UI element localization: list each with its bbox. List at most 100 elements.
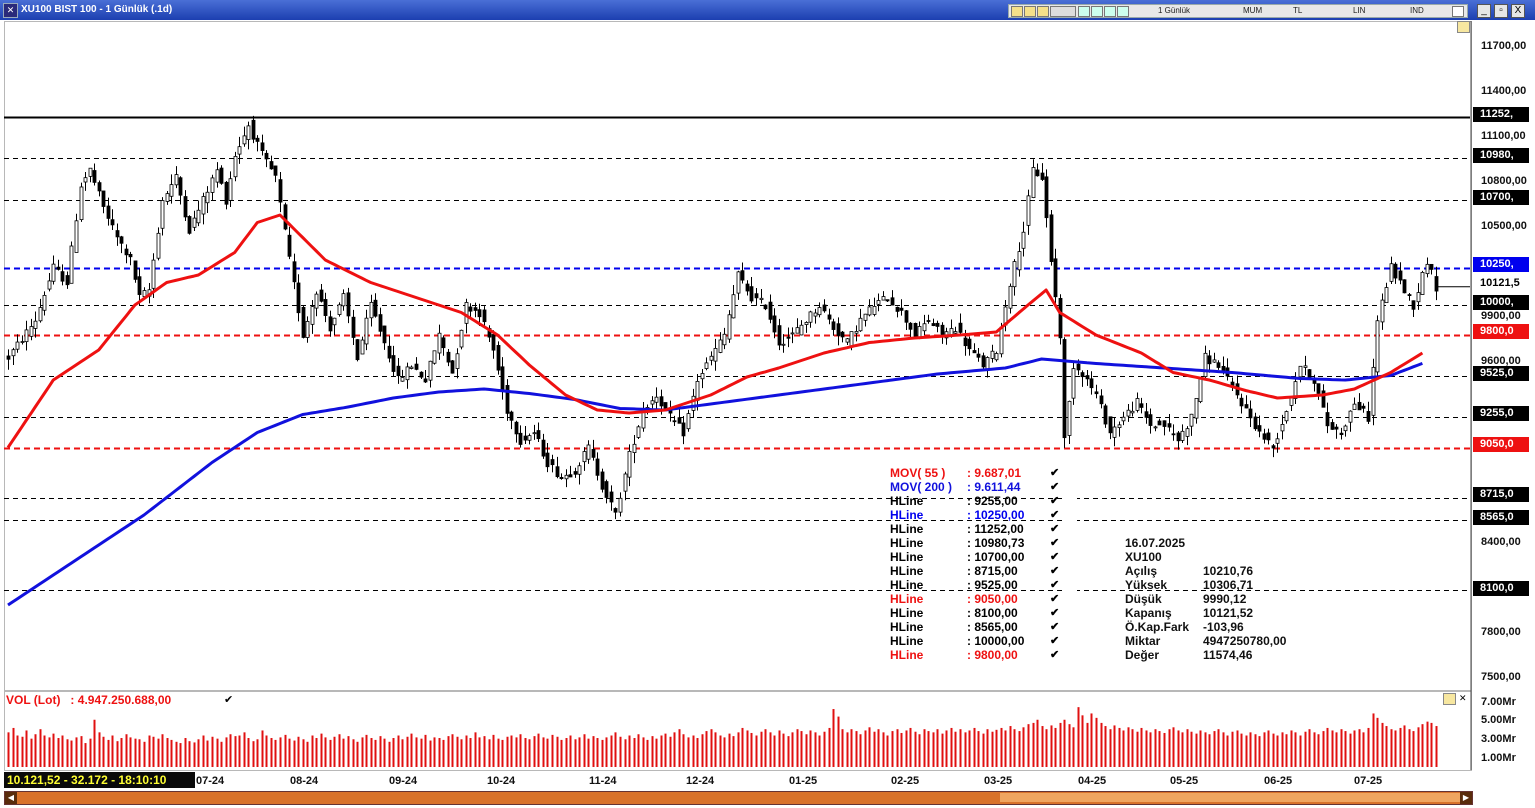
volume-bar	[1177, 730, 1180, 767]
minimize-button[interactable]: _	[1477, 4, 1491, 18]
candle-body	[405, 366, 410, 381]
close-button[interactable]: X	[1511, 4, 1525, 18]
legend-toggle-icon[interactable]: ✔	[1050, 649, 1060, 661]
volume-bar	[1113, 725, 1116, 767]
candle-body	[1144, 411, 1149, 418]
candle-body	[20, 341, 25, 343]
legend-toggle-icon[interactable]: ✔	[1050, 593, 1060, 605]
zoom-icon[interactable]	[1091, 6, 1103, 17]
currency-selector[interactable]: TL	[1293, 6, 1303, 15]
candle-body	[976, 353, 981, 358]
date-tick: 07-25	[1354, 775, 1383, 787]
volume-legend-check-icon[interactable]: ✔	[224, 694, 234, 706]
volume-bar	[1367, 727, 1370, 767]
candle-body	[1253, 416, 1258, 430]
info-key: Miktar	[1125, 634, 1161, 648]
candle-body	[1316, 383, 1321, 394]
volume-bar	[905, 730, 908, 767]
candle-body	[1398, 270, 1403, 281]
candle-body	[477, 309, 482, 318]
volume-bar	[664, 733, 667, 767]
scale-selector[interactable]: LIN	[1353, 6, 1366, 15]
maximize-button[interactable]: ▫	[1494, 4, 1508, 18]
legend-toggle-icon[interactable]: ✔	[1050, 579, 1060, 591]
volume-bar	[415, 737, 418, 767]
candle-body	[29, 326, 34, 337]
legend-toggle-icon[interactable]: ✔	[1050, 495, 1060, 507]
legend-toggle-icon[interactable]: ✔	[1050, 565, 1060, 577]
price-panel[interactable]	[4, 21, 1472, 691]
volume-bar	[374, 739, 377, 767]
volume-close-icon[interactable]: ✕	[1459, 693, 1467, 703]
volume-bar	[773, 735, 776, 767]
panel-settings-icon[interactable]	[1457, 21, 1470, 33]
legend-toggle-icon[interactable]: ✔	[1050, 607, 1060, 619]
legend-toggle-icon[interactable]: ✔	[1050, 523, 1060, 535]
candle-body	[704, 362, 709, 369]
volume-bar	[1399, 727, 1402, 767]
volume-bar	[193, 742, 196, 767]
candle-body	[382, 325, 387, 344]
time-scrollbar[interactable]: ◀ ▶	[4, 791, 1473, 805]
window-titlebar: ✕ XU100 BIST 100 - 1 Günlük (.1d) 1 Günl…	[0, 0, 1535, 20]
candle-body	[1244, 404, 1249, 409]
scroll-thumb[interactable]	[1000, 793, 1460, 802]
scroll-right-icon[interactable]: ▶	[1460, 792, 1472, 804]
volume-bar	[1217, 729, 1220, 767]
legend-toggle-icon[interactable]: ✔	[1050, 537, 1060, 549]
volume-bar	[533, 736, 536, 767]
volume-bar	[166, 738, 169, 767]
pin-icon[interactable]	[1452, 6, 1464, 17]
candle-body	[922, 323, 927, 332]
volume-bar	[846, 732, 849, 767]
date-tick: 03-25	[984, 775, 1013, 787]
legend-toggle-icon[interactable]: ✔	[1050, 467, 1060, 479]
candle-body	[1176, 432, 1181, 442]
candle-body	[582, 451, 587, 463]
period-selector[interactable]: 1 Günlük	[1158, 6, 1191, 15]
legend-toggle-icon[interactable]: ✔	[1050, 551, 1060, 563]
legend-name: MOV( 55 )	[890, 466, 946, 480]
candle-body	[885, 299, 890, 302]
candle-body	[1366, 411, 1371, 422]
candle-body	[310, 306, 315, 325]
refresh-icon[interactable]	[1024, 6, 1036, 17]
candle-body	[251, 119, 256, 140]
volume-bar	[546, 738, 549, 767]
volume-legend: VOL (Lot) : 4.947.250.688,00	[6, 693, 172, 707]
legend-toggle-icon[interactable]: ✔	[1050, 635, 1060, 647]
draw-icon[interactable]	[1078, 6, 1090, 17]
legend-value: : 8715,00	[967, 564, 1018, 578]
scroll-left-icon[interactable]: ◀	[5, 792, 17, 804]
candle-body	[958, 322, 963, 333]
volume-bar	[1417, 727, 1420, 767]
cursor-icon[interactable]	[1104, 6, 1116, 17]
volume-bar	[1045, 729, 1048, 767]
legend-toggle-icon[interactable]: ✔	[1050, 621, 1060, 633]
candle-body	[414, 363, 419, 370]
format-icon[interactable]	[1050, 6, 1076, 17]
print-icon[interactable]	[1011, 6, 1023, 17]
legend-value: : 10980,73	[967, 536, 1025, 550]
candle-body	[119, 236, 124, 244]
legend-toggle-icon[interactable]: ✔	[1050, 509, 1060, 521]
volume-bar	[610, 735, 613, 767]
volume-bar	[116, 741, 119, 767]
candle-body	[1167, 423, 1172, 428]
indicator-selector[interactable]: IND	[1410, 6, 1424, 15]
legend-toggle-icon[interactable]: ✔	[1050, 481, 1060, 493]
candle-body	[636, 426, 641, 438]
candle-body	[1271, 445, 1276, 449]
legend-value: : 9800,00	[967, 648, 1018, 662]
arrow-icon[interactable]	[1117, 6, 1129, 17]
chart-type-selector[interactable]: MUM	[1243, 6, 1263, 15]
candle-body	[459, 329, 464, 348]
candle-body	[228, 178, 233, 201]
candle-body	[1026, 195, 1031, 226]
volume-settings-icon[interactable]	[1443, 693, 1456, 705]
candle-body	[1071, 368, 1076, 399]
volume-bar	[859, 734, 862, 767]
candle-body	[1293, 381, 1298, 399]
tool-icon[interactable]	[1037, 6, 1049, 17]
app-menu-icon[interactable]: ✕	[3, 3, 18, 18]
